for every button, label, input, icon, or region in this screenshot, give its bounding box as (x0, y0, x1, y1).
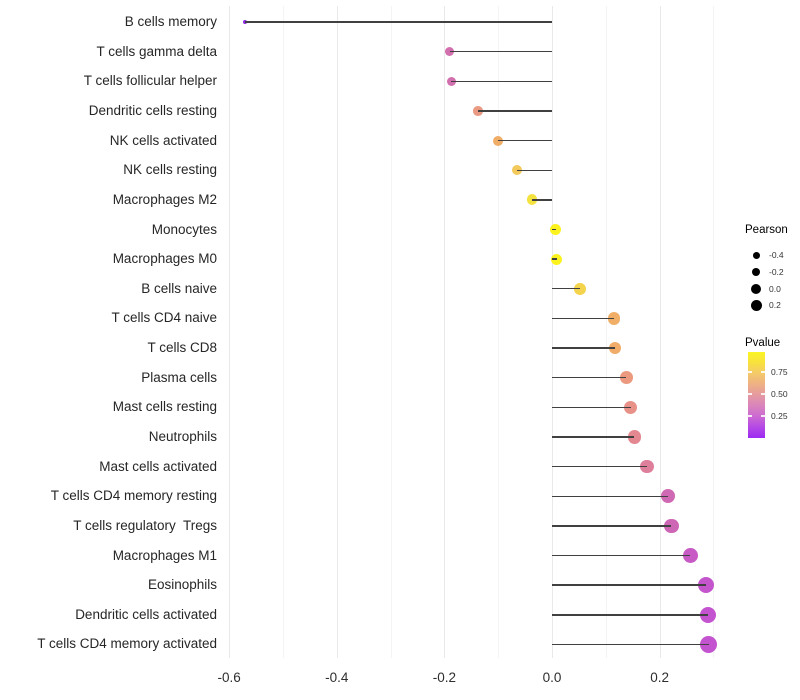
lollipop-stem (552, 495, 668, 497)
pearson-legend-value-label: 0.0 (769, 284, 781, 294)
gridline-minor (713, 6, 715, 658)
lollipop-dot (697, 577, 714, 594)
gridline-major (659, 6, 661, 658)
y-axis-label: Eosinophils (147, 577, 217, 593)
y-axis-label: Macrophages M2 (112, 191, 217, 207)
lollipop-stem (449, 50, 552, 53)
lollipop-stem (552, 377, 627, 379)
pearson-legend-value-label: -0.4 (769, 250, 784, 260)
y-axis-label: T cells CD8 (147, 340, 217, 356)
y-axis-label: T cells CD4 naive (111, 310, 217, 326)
y-axis-label: Mast cells resting (112, 399, 217, 415)
lollipop-stem (552, 614, 709, 616)
pearson-legend-key-dot (752, 251, 760, 259)
pvalue-legend-value-label: 0.50 (771, 388, 788, 399)
x-axis-tick-label: 0.2 (650, 670, 669, 685)
pearson-legend-value-label: -0.2 (769, 267, 784, 277)
lollipop-stem (552, 228, 556, 231)
lollipop-stem (552, 288, 580, 290)
lollipop-stem (552, 525, 672, 527)
lollipop-dot (526, 194, 538, 206)
y-axis-label: Macrophages M0 (112, 251, 217, 267)
lollipop-stem (552, 584, 706, 586)
y-axis-label: B cells naive (141, 280, 217, 296)
lollipop-stem (552, 554, 691, 557)
lollipop-stem (552, 258, 557, 260)
y-axis-label: NK cells activated (109, 132, 217, 148)
lollipop-stem (532, 199, 552, 201)
pvalue-gradient-tick (761, 393, 765, 395)
pvalue-gradient-tick (748, 393, 752, 395)
pvalue-legend-title: Pvalue (745, 337, 781, 349)
x-axis-tick-label: -0.2 (432, 670, 457, 685)
lollipop-stem (552, 643, 709, 646)
pearson-legend-title: Pearson (745, 224, 788, 236)
lollipop-stem (245, 21, 552, 23)
pvalue-gradient-tick (761, 371, 765, 373)
pvalue-legend-value-label: 0.75 (771, 367, 788, 378)
lollipop-stem (478, 110, 552, 112)
lollipop-stem (552, 465, 648, 468)
y-axis-label: NK cells resting (123, 162, 217, 178)
y-axis-label: Macrophages M1 (112, 547, 217, 563)
lollipop-stem (552, 347, 615, 349)
lollipop-dot (700, 635, 718, 653)
lollipop-stem (517, 169, 552, 171)
gridline-minor (283, 6, 284, 658)
lollipop-dot (551, 253, 563, 265)
y-axis-label: Neutrophils (148, 428, 217, 444)
x-axis-tick-label: -0.4 (325, 670, 349, 685)
pvalue-legend-value-label: 0.25 (771, 410, 788, 421)
lollipop-dot (682, 548, 698, 564)
y-axis-label: T cells CD4 memory activated (37, 636, 217, 652)
y-axis-label: B cells memory (124, 14, 217, 30)
y-axis-label: T cells gamma delta (96, 43, 217, 59)
lollipop-stem (552, 317, 614, 320)
gridline-major (336, 6, 338, 658)
y-axis-label: Monocytes (151, 221, 217, 237)
pearson-legend-value-label: 0.2 (769, 300, 781, 310)
gridline-major (444, 6, 446, 658)
gridline-minor (390, 6, 392, 658)
lollipop-dot (619, 371, 633, 385)
pearson-legend-key-dot (751, 284, 761, 294)
gridline-major (229, 6, 231, 658)
pvalue-gradient-bar (748, 352, 765, 438)
gridline-minor (605, 6, 607, 658)
lollipop-dot (664, 518, 679, 533)
pvalue-gradient-tick (748, 415, 752, 417)
y-axis-label: Dendritic cells activated (75, 606, 217, 622)
pvalue-gradient-tick (761, 415, 765, 417)
lollipop-stem (552, 436, 635, 438)
y-axis-label: T cells follicular helper (83, 73, 217, 89)
y-axis-label: Dendritic cells resting (88, 102, 217, 118)
lollipop-dot (624, 400, 638, 414)
y-axis-label: T cells regulatory Tregs (73, 517, 217, 533)
gridline-major (552, 6, 553, 658)
x-axis-tick-label: 0.0 (542, 670, 562, 685)
lollipop-dot (660, 489, 675, 504)
pvalue-gradient-tick (748, 371, 752, 373)
pearson-legend-key-dot (752, 268, 760, 276)
y-axis-label: Plasma cells (141, 369, 217, 385)
pearson-legend-key-dot (750, 299, 762, 311)
y-axis-label: Mast cells activated (99, 458, 217, 474)
lollipop-stem (498, 139, 552, 142)
gridline-minor (498, 6, 500, 658)
x-axis-tick-label: -0.6 (217, 670, 241, 685)
lollipop-stem (451, 80, 552, 82)
lollipop-dot (640, 459, 655, 474)
y-axis-label: T cells CD4 memory resting (50, 488, 217, 504)
lollipop-stem (552, 406, 631, 409)
